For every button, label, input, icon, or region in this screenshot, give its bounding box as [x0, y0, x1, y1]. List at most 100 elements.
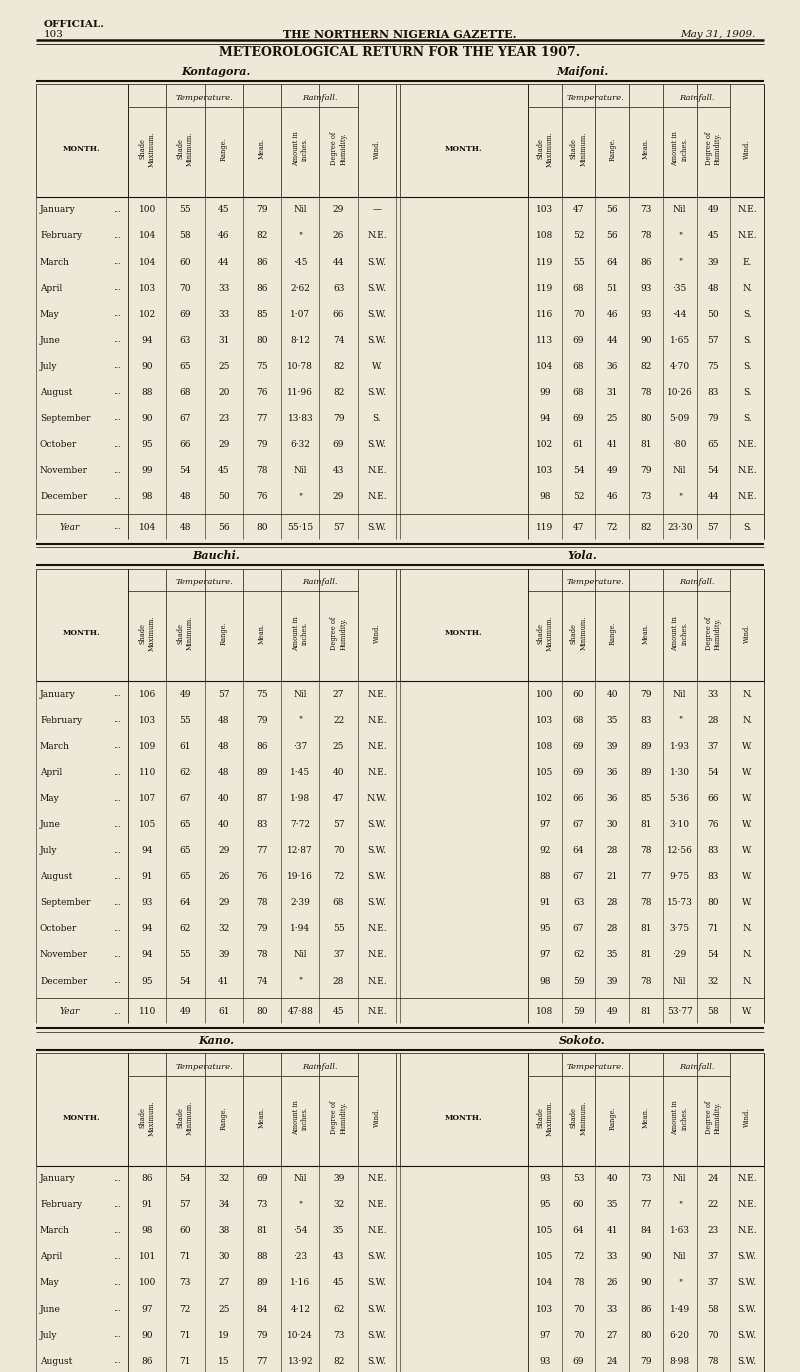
- Text: 4·12: 4·12: [290, 1305, 310, 1313]
- Text: ...: ...: [114, 820, 122, 829]
- Text: 5·36: 5·36: [670, 794, 690, 803]
- Text: S.W.: S.W.: [738, 1357, 757, 1365]
- Text: 83: 83: [708, 388, 719, 397]
- Text: 24: 24: [606, 1357, 618, 1365]
- Text: —: —: [372, 206, 382, 214]
- Text: 45: 45: [218, 206, 230, 214]
- Text: Wind.: Wind.: [743, 1109, 751, 1128]
- Text: 93: 93: [640, 310, 652, 318]
- Text: 49: 49: [606, 1007, 618, 1017]
- Text: 39: 39: [606, 742, 618, 750]
- Text: 119: 119: [536, 284, 554, 292]
- Text: ·37: ·37: [293, 742, 307, 750]
- Text: Kontagora.: Kontagora.: [182, 66, 250, 77]
- Text: 29: 29: [218, 847, 230, 855]
- Text: 76: 76: [256, 873, 268, 881]
- Text: 97: 97: [539, 820, 550, 829]
- Text: Mean.: Mean.: [258, 139, 266, 159]
- Text: January: January: [40, 690, 76, 698]
- Text: S.W.: S.W.: [738, 1279, 757, 1287]
- Text: ...: ...: [114, 716, 122, 724]
- Text: 107: 107: [138, 794, 156, 803]
- Text: 24: 24: [708, 1174, 719, 1183]
- Text: July: July: [40, 847, 58, 855]
- Text: 1·49: 1·49: [670, 1305, 690, 1313]
- Text: 72: 72: [573, 1253, 584, 1261]
- Text: 45: 45: [333, 1279, 344, 1287]
- Text: N.E.: N.E.: [367, 768, 386, 777]
- Text: 33: 33: [218, 310, 230, 318]
- Text: ...: ...: [114, 1331, 122, 1339]
- Text: 66: 66: [708, 794, 719, 803]
- Text: 64: 64: [573, 1227, 584, 1235]
- Text: N.E.: N.E.: [367, 232, 386, 240]
- Text: 67: 67: [573, 925, 584, 933]
- Text: 77: 77: [256, 414, 268, 423]
- Text: 104: 104: [536, 1279, 554, 1287]
- Text: 99: 99: [142, 466, 153, 475]
- Text: Nil: Nil: [294, 466, 307, 475]
- Text: 45: 45: [708, 232, 719, 240]
- Text: Nil: Nil: [673, 1174, 686, 1183]
- Text: November: November: [40, 466, 88, 475]
- Text: 58: 58: [708, 1305, 719, 1313]
- Text: Nil: Nil: [294, 951, 307, 959]
- Text: 87: 87: [256, 794, 268, 803]
- Text: 56: 56: [606, 206, 618, 214]
- Text: 77: 77: [256, 847, 268, 855]
- Text: ": ": [678, 232, 682, 240]
- Text: N.E.: N.E.: [738, 1174, 757, 1183]
- Text: S.: S.: [743, 336, 751, 344]
- Text: January: January: [40, 1174, 76, 1183]
- Text: 95: 95: [539, 925, 550, 933]
- Text: 90: 90: [640, 336, 652, 344]
- Text: 76: 76: [708, 820, 719, 829]
- Text: 83: 83: [708, 873, 719, 881]
- Text: 79: 79: [256, 1331, 268, 1339]
- Text: August: August: [40, 388, 72, 397]
- Text: 55·15: 55·15: [287, 523, 314, 532]
- Text: 31: 31: [218, 336, 230, 344]
- Text: S.W.: S.W.: [367, 310, 386, 318]
- Text: October: October: [40, 440, 78, 449]
- Text: 1·30: 1·30: [670, 768, 690, 777]
- Text: 22: 22: [708, 1200, 719, 1209]
- Text: 45: 45: [333, 1007, 344, 1017]
- Text: 72: 72: [606, 523, 618, 532]
- Text: S.W.: S.W.: [367, 1331, 386, 1339]
- Text: 55: 55: [333, 925, 345, 933]
- Text: 100: 100: [138, 206, 156, 214]
- Text: Temperature.: Temperature.: [176, 95, 234, 102]
- Text: 81: 81: [640, 820, 652, 829]
- Text: 37: 37: [708, 1253, 719, 1261]
- Text: 40: 40: [218, 794, 230, 803]
- Text: 101: 101: [138, 1253, 156, 1261]
- Text: 43: 43: [333, 466, 344, 475]
- Text: 62: 62: [573, 951, 584, 959]
- Text: ...: ...: [114, 951, 122, 959]
- Text: February: February: [40, 1200, 82, 1209]
- Text: 94: 94: [142, 847, 153, 855]
- Text: 78: 78: [640, 977, 652, 985]
- Text: Sokoto.: Sokoto.: [558, 1034, 606, 1045]
- Text: 116: 116: [536, 310, 554, 318]
- Text: 71: 71: [708, 925, 719, 933]
- Text: ...: ...: [114, 466, 122, 475]
- Text: 93: 93: [539, 1357, 550, 1365]
- Text: August: August: [40, 1357, 72, 1365]
- Text: March: March: [40, 258, 70, 266]
- Text: 90: 90: [142, 414, 153, 423]
- Text: 28: 28: [606, 899, 618, 907]
- Text: MONTH.: MONTH.: [63, 1114, 101, 1122]
- Text: 62: 62: [180, 925, 191, 933]
- Text: 26: 26: [333, 232, 344, 240]
- Text: 40: 40: [218, 820, 230, 829]
- Text: 94: 94: [539, 414, 550, 423]
- Text: ": ": [298, 977, 302, 985]
- Text: ...: ...: [114, 873, 122, 881]
- Text: 91: 91: [142, 873, 153, 881]
- Text: ...: ...: [114, 310, 122, 318]
- Text: 44: 44: [333, 258, 344, 266]
- Text: 23·30: 23·30: [667, 523, 693, 532]
- Text: 89: 89: [640, 768, 652, 777]
